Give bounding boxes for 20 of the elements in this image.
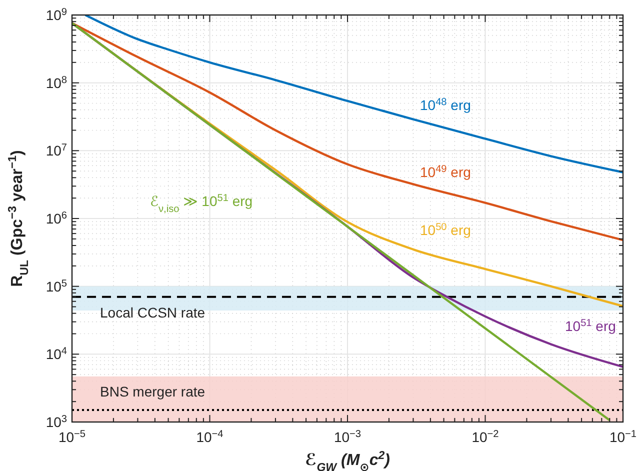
y-tick-label: 10$^{7}$ bbox=[46, 142, 68, 159]
x-axis-title: ℰ$_{GW}$ (M$_{⊙}$c$^{2}$) bbox=[305, 450, 390, 471]
series-label: 10$^{51}$ erg bbox=[565, 318, 616, 334]
y-tick-label: 10$^{4}$ bbox=[46, 346, 68, 362]
y-tick-label: 10$^{5}$ bbox=[46, 278, 68, 294]
series-label: 10$^{49}$ erg bbox=[420, 164, 471, 180]
x-tick-label: 10$^{−5}$ bbox=[58, 428, 86, 445]
y-tick-label: 10$^{6}$ bbox=[46, 210, 68, 226]
y-tick-label: 10$^{9}$ bbox=[46, 6, 68, 23]
band-label: BNS merger rate bbox=[100, 383, 206, 400]
y-tick-label: 10$^{8}$ bbox=[46, 74, 68, 91]
x-tick-label: 10$^{−3}$ bbox=[334, 428, 362, 445]
x-tick-label: 10$^{−2}$ bbox=[472, 428, 500, 445]
series-label: 10$^{50}$ erg bbox=[420, 222, 471, 238]
y-tick-label: 10$^{3}$ bbox=[46, 414, 68, 430]
band-label: Local CCSN rate bbox=[100, 304, 206, 320]
text: ℰ$_{ν,iso}$ ≫ 10$^{51}$ erg bbox=[150, 192, 253, 214]
x-tick-label: 10$^{−4}$ bbox=[196, 428, 224, 445]
x-tick-label: 10$^{−1}$ bbox=[609, 428, 637, 445]
series-label: 10$^{48}$ erg bbox=[420, 96, 471, 113]
